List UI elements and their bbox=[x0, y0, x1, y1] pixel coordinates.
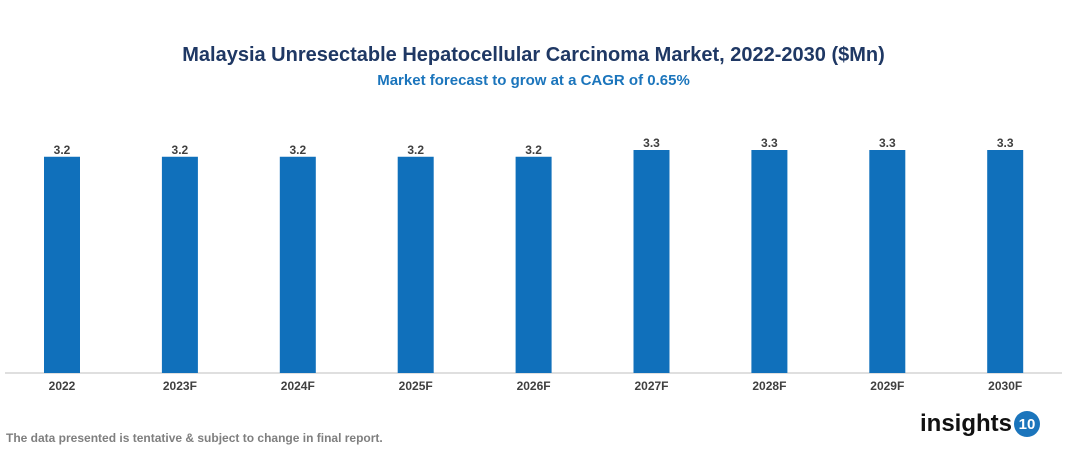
bar bbox=[515, 156, 552, 373]
data-label: 3.2 bbox=[172, 143, 189, 157]
disclaimer-note: The data presented is tentative & subjec… bbox=[6, 431, 383, 445]
chart-subtitle: Market forecast to grow at a CAGR of 0.6… bbox=[377, 72, 690, 89]
data-label: 3.3 bbox=[643, 136, 660, 150]
x-tick-label: 2030F bbox=[988, 379, 1022, 393]
data-label: 3.2 bbox=[54, 143, 71, 157]
x-tick-label: 2027F bbox=[634, 379, 668, 393]
x-tick-label: 2029F bbox=[870, 379, 904, 393]
bar bbox=[633, 150, 670, 373]
bar bbox=[869, 150, 906, 373]
bar bbox=[44, 156, 80, 373]
bar bbox=[397, 156, 434, 373]
data-label: 3.3 bbox=[761, 136, 778, 150]
bar bbox=[751, 150, 788, 373]
data-label: 3.3 bbox=[997, 136, 1014, 150]
data-label: 3.3 bbox=[879, 136, 896, 150]
data-label: 3.2 bbox=[407, 143, 424, 157]
chart-title: Malaysia Unresectable Hepatocellular Car… bbox=[182, 44, 885, 66]
bar bbox=[161, 156, 198, 373]
x-tick-label: 2026F bbox=[517, 379, 551, 393]
logo-text: insights bbox=[920, 410, 1013, 437]
bar bbox=[279, 156, 316, 373]
x-tick-label: 2028F bbox=[752, 379, 786, 393]
x-tick-label: 2025F bbox=[399, 379, 433, 393]
insights10-logo: insights 10 bbox=[920, 410, 1041, 438]
bar bbox=[987, 150, 1024, 373]
x-tick-label: 2022 bbox=[49, 379, 76, 393]
data-label: 3.2 bbox=[289, 143, 306, 157]
data-label: 3.2 bbox=[525, 143, 542, 157]
logo-badge: 10 bbox=[1014, 411, 1041, 437]
x-tick-label: 2024F bbox=[281, 379, 315, 393]
x-tick-label: 2023F bbox=[163, 379, 197, 393]
